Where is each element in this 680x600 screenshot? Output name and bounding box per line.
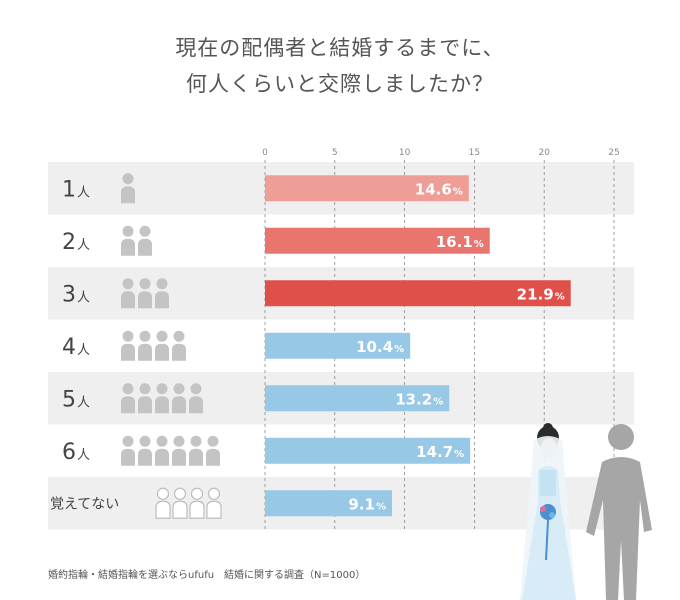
person-icon [121, 330, 135, 361]
x-tick-label: 25 [608, 148, 619, 158]
x-tick-label: 0 [262, 148, 268, 158]
person-icon [138, 383, 152, 414]
bar [265, 437, 471, 464]
category-label: 5人 [62, 387, 90, 412]
person-icon [172, 330, 186, 361]
person-icon [189, 487, 205, 519]
person-icon [121, 383, 135, 414]
person-icon [121, 435, 135, 466]
x-tick-labels: 0 5 10 15 20 25 [262, 148, 620, 158]
person-icon [121, 225, 135, 256]
person-icon [155, 487, 171, 519]
people-icons [121, 173, 222, 519]
chart-title: 現在の配偶者と結婚するまでに、 何人くらいと交際しましたか？ [0, 30, 680, 102]
source-note: 婚約指輪・結婚指輪を選ぶならufufu 結婚に関する調査（N=1000） [48, 570, 366, 581]
category-label: 3人 [62, 282, 90, 307]
person-icon [172, 435, 186, 466]
person-icon [172, 487, 188, 519]
person-icon [138, 330, 152, 361]
person-icon [155, 383, 169, 414]
person-icon [121, 278, 135, 309]
bar [265, 280, 571, 307]
person-icon [138, 435, 152, 466]
bar-value-label: 14.7% [416, 443, 464, 461]
person-icon [138, 278, 152, 309]
x-tick-label: 20 [538, 148, 550, 158]
wedding-couple-illustration [520, 423, 652, 600]
bar-value-label: 14.6% [415, 180, 463, 198]
x-tick-label: 5 [332, 148, 338, 158]
person-icon [121, 173, 135, 204]
title-line-2: 何人くらいと交際しましたか？ [186, 72, 494, 96]
person-icon [155, 278, 169, 309]
bar-value-label: 13.2% [395, 390, 443, 408]
person-icon [172, 383, 186, 414]
bar-value-label: 10.4% [356, 338, 404, 356]
bar-value-label: 9.1% [348, 495, 386, 513]
groom-silhouette-icon [586, 424, 652, 600]
x-tick-label: 10 [399, 148, 411, 158]
person-icon [189, 435, 203, 466]
person-icon [155, 435, 169, 466]
x-tick-label: 15 [469, 148, 480, 158]
title-line-1: 現在の配偶者と結婚するまでに、 [175, 36, 505, 60]
bride-icon [520, 423, 576, 600]
bar [265, 175, 469, 202]
bar [265, 332, 411, 359]
category-label: 4人 [62, 335, 90, 360]
bar [265, 490, 393, 517]
bar-value-label: 21.9% [517, 285, 565, 303]
person-icon [189, 383, 203, 414]
person-icon [155, 330, 169, 361]
bar [265, 385, 450, 412]
category-label: 2人 [62, 230, 90, 255]
category-label: 1人 [62, 177, 90, 202]
person-icon [206, 435, 220, 466]
bars: 14.6% 16.1% 21.9% 10.4% 13.2% 14.7% 9.1% [265, 175, 571, 517]
category-label: 6人 [62, 440, 90, 465]
person-icon [206, 487, 222, 519]
category-label: 覚えてない [50, 496, 119, 512]
bar-value-label: 16.1% [436, 233, 484, 251]
person-icon [138, 225, 152, 256]
bar [265, 227, 490, 254]
